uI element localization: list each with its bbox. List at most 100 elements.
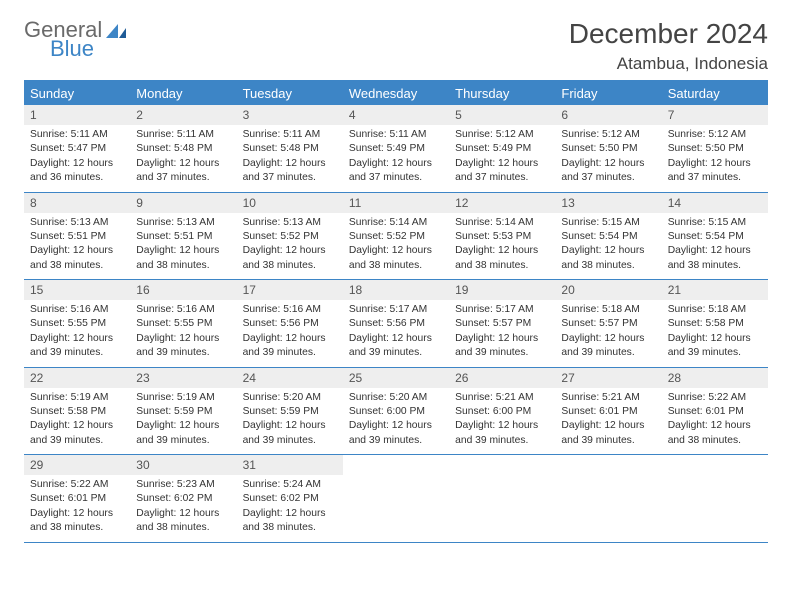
day-body: Sunrise: 5:15 AMSunset: 5:54 PMDaylight:…: [555, 213, 661, 273]
day-body: Sunrise: 5:13 AMSunset: 5:52 PMDaylight:…: [237, 213, 343, 273]
brand-word-2: Blue: [50, 37, 94, 60]
sunset-text: Sunset: 5:51 PM: [136, 230, 230, 243]
week-row: 22 Sunrise: 5:19 AMSunset: 5:58 PM Dayligh…: [24, 368, 768, 456]
day-cell: 30Sunrise: 5:23 AMSunset: 6:02 PMDayligh…: [130, 455, 236, 542]
sunrise-text: Sunrise: 5:18 AM: [561, 303, 655, 316]
daylight-text: Daylight: 12 hours: [30, 157, 124, 170]
sunset-text: Sunset: 5:57 PM: [561, 317, 655, 330]
day-number: 11: [343, 193, 449, 213]
sunrise-text: Sunrise: 5:19 AM: [30, 391, 124, 404]
day-body: Sunrise: 5:11 AMSunset: 5:49 PMDaylight:…: [343, 125, 449, 185]
sunset-text: Sunset: 5:47 PM: [30, 142, 124, 155]
day-number: 7: [662, 105, 768, 125]
daylight-text: and 38 minutes.: [243, 521, 337, 534]
daylight-text: Daylight: 12 hours: [136, 157, 230, 170]
sunrise-text: Sunrise: 5:24 AM: [243, 478, 337, 491]
sunrise-text: Sunrise: 5:21 AM: [455, 391, 549, 404]
sunrise-text: Sunrise: 5:18 AM: [668, 303, 762, 316]
day-cell: 23Sunrise: 5:19 AMSunset: 5:59 PMDayligh…: [130, 368, 236, 455]
daylight-text: and 39 minutes.: [349, 434, 443, 447]
sunset-text: Sunset: 5:48 PM: [243, 142, 337, 155]
day-cell: 2Sunrise: 5:11 AMSunset: 5:48 PMDaylight…: [130, 105, 236, 192]
sunset-text: Sunset: 6:00 PM: [349, 405, 443, 418]
daylight-text: Daylight: 12 hours: [136, 332, 230, 345]
calendar-page: General Blue December 2024 Atambua, Indo…: [0, 0, 792, 543]
daylight-text: and 39 minutes.: [30, 346, 124, 359]
daylight-text: Daylight: 12 hours: [561, 332, 655, 345]
daylight-text: and 39 minutes.: [349, 346, 443, 359]
day-number: 18: [343, 280, 449, 300]
daylight-text: Daylight: 12 hours: [30, 244, 124, 257]
daylight-text: and 39 minutes.: [561, 346, 655, 359]
day-cell: 3Sunrise: 5:11 AMSunset: 5:48 PMDaylight…: [237, 105, 343, 192]
daylight-text: Daylight: 12 hours: [668, 332, 762, 345]
day-cell: 28Sunrise: 5:22 AMSunset: 6:01 PMDayligh…: [662, 368, 768, 455]
sunset-text: Sunset: 5:50 PM: [561, 142, 655, 155]
week-row: 29Sunrise: 5:22 AMSunset: 6:01 PMDayligh…: [24, 455, 768, 543]
day-number: 24: [237, 368, 343, 388]
day-cell: [449, 455, 555, 542]
sunrise-text: Sunrise: 5:16 AM: [243, 303, 337, 316]
day-body: Sunrise: 5:12 AMSunset: 5:49 PMDaylight:…: [449, 125, 555, 185]
day-cell: 14Sunrise: 5:15 AMSunset: 5:54 PMDayligh…: [662, 193, 768, 280]
daylight-text: and 37 minutes.: [668, 171, 762, 184]
day-cell: 8Sunrise: 5:13 AMSunset: 5:51 PMDaylight…: [24, 193, 130, 280]
sail-icon: [106, 24, 126, 38]
sunrise-text: Sunrise: 5:20 AM: [243, 391, 337, 404]
sunrise-text: Sunrise: 5:12 AM: [561, 128, 655, 141]
day-body: Sunrise: 5:22 AMSunset: 6:01 PMDaylight:…: [662, 388, 768, 448]
sunrise-text: Sunrise: 5:12 AM: [668, 128, 762, 141]
day-number: 22: [24, 368, 130, 388]
sunrise-text: Sunrise: 5:11 AM: [30, 128, 124, 141]
week-row: 15Sunrise: 5:16 AMSunset: 5:55 PMDayligh…: [24, 280, 768, 368]
day-cell: 7 Sunrise: 5:12 AMSunset: 5:50 PM Daylight…: [662, 105, 768, 192]
day-cell: 9Sunrise: 5:13 AMSunset: 5:51 PMDaylight…: [130, 193, 236, 280]
day-cell: 24Sunrise: 5:20 AMSunset: 5:59 PMDayligh…: [237, 368, 343, 455]
sunset-text: Sunset: 6:00 PM: [455, 405, 549, 418]
daylight-text: Daylight: 12 hours: [455, 332, 549, 345]
weekday-header: Wednesday: [343, 82, 449, 105]
sunrise-text: Sunrise: 5:15 AM: [668, 216, 762, 229]
day-number: [555, 455, 661, 461]
daylight-text: Daylight: 12 hours: [455, 419, 549, 432]
daylight-text: and 38 minutes.: [349, 259, 443, 272]
daylight-text: and 37 minutes.: [136, 171, 230, 184]
day-cell: 31Sunrise: 5:24 AMSunset: 6:02 PMDayligh…: [237, 455, 343, 542]
daylight-text: and 39 minutes.: [455, 346, 549, 359]
daylight-text: Daylight: 12 hours: [349, 332, 443, 345]
daylight-text: and 39 minutes.: [668, 346, 762, 359]
weeks-container: 1Sunrise: 5:11 AMSunset: 5:47 PMDaylight…: [24, 105, 768, 543]
weekday-header: Friday: [555, 82, 661, 105]
day-cell: 10Sunrise: 5:13 AMSunset: 5:52 PMDayligh…: [237, 193, 343, 280]
day-cell: 12Sunrise: 5:14 AMSunset: 5:53 PMDayligh…: [449, 193, 555, 280]
day-number: 25: [343, 368, 449, 388]
sunrise-text: Sunrise: 5:11 AM: [136, 128, 230, 141]
daylight-text: Daylight: 12 hours: [668, 157, 762, 170]
daylight-text: and 38 minutes.: [136, 259, 230, 272]
sunset-text: Sunset: 5:50 PM: [668, 142, 762, 155]
sunset-text: Sunset: 5:52 PM: [349, 230, 443, 243]
day-number: 4: [343, 105, 449, 125]
daylight-text: Daylight: 12 hours: [349, 419, 443, 432]
day-number: [449, 455, 555, 461]
day-body: Sunrise: 5:20 AMSunset: 5:59 PMDaylight:…: [237, 388, 343, 448]
daylight-text: Daylight: 12 hours: [243, 244, 337, 257]
daylight-text: and 38 minutes.: [668, 259, 762, 272]
weekday-header: Monday: [130, 82, 236, 105]
daylight-text: Daylight: 12 hours: [136, 419, 230, 432]
sunset-text: Sunset: 5:49 PM: [349, 142, 443, 155]
daylight-text: and 39 minutes.: [561, 434, 655, 447]
sunset-text: Sunset: 6:01 PM: [668, 405, 762, 418]
day-number: 17: [237, 280, 343, 300]
day-number: 28: [662, 368, 768, 388]
daylight-text: and 37 minutes.: [455, 171, 549, 184]
day-number: 31: [237, 455, 343, 475]
daylight-text: Daylight: 12 hours: [136, 244, 230, 257]
sunset-text: Sunset: 5:58 PM: [30, 405, 124, 418]
day-number: 20: [555, 280, 661, 300]
brand-logo: General Blue: [24, 18, 126, 60]
day-number: 3: [237, 105, 343, 125]
daylight-text: Daylight: 12 hours: [561, 419, 655, 432]
daylight-text: Daylight: 12 hours: [243, 419, 337, 432]
day-cell: 13Sunrise: 5:15 AMSunset: 5:54 PMDayligh…: [555, 193, 661, 280]
